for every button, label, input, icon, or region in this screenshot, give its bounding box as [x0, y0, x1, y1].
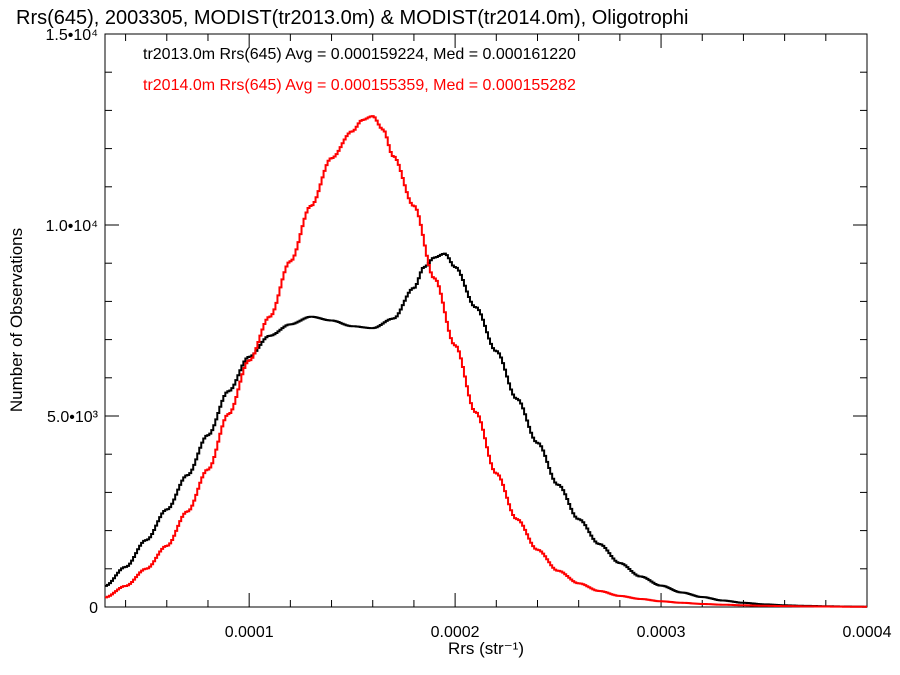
- x-tick-label: 0.0004: [843, 624, 892, 641]
- series-line-tr2013.0m: [105, 252, 867, 608]
- legend-entry-tr2013.0m: tr2013.0m Rrs(645) Avg = 0.000159224, Me…: [143, 46, 576, 63]
- x-tick-label: 0.0002: [431, 624, 480, 641]
- y-tick-label: 1.5•10⁴: [45, 27, 98, 44]
- y-axis-label: Number of Observations: [7, 228, 26, 412]
- y-tick-label: 1.0•10⁴: [45, 218, 98, 235]
- axis-ticks: 0.0001 0.0002 0.0003 0.0004 0 5.0•10³ 1.0•10⁴ 1…: [45, 27, 891, 641]
- y-tick-label: 0: [89, 600, 98, 617]
- x-tick-label: 0.0003: [637, 624, 686, 641]
- legend-entry-tr2014.0m: tr2014.0m Rrs(645) Avg = 0.000155359, Me…: [143, 77, 576, 94]
- series-line-tr2014.0m: [105, 115, 867, 608]
- y-tick-label: 5.0•10³: [47, 409, 99, 426]
- x-tick-label: 0.0001: [225, 624, 274, 641]
- x-axis-label: Rrs (str⁻¹): [448, 639, 524, 658]
- chart-title: Rrs(645), 2003305, MODIST(tr2013.0m) & M…: [16, 7, 688, 29]
- plot-frame: [104, 33, 868, 608]
- legend: tr2013.0m Rrs(645) Avg = 0.000159224, Me…: [143, 46, 576, 94]
- series-group: [105, 115, 867, 608]
